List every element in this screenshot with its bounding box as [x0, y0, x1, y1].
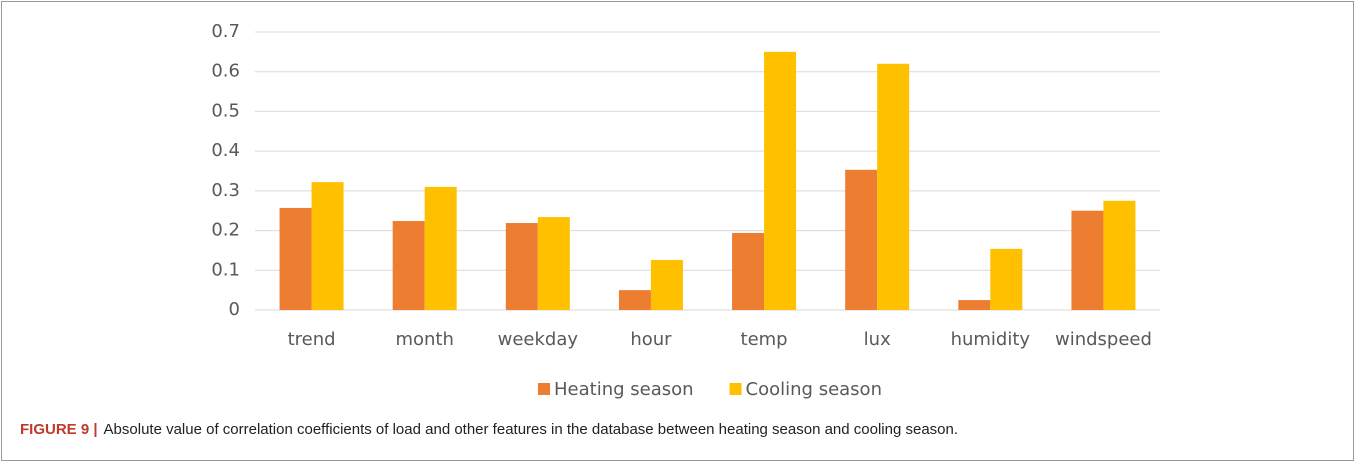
bar: [537, 217, 570, 310]
legend-label: Cooling season: [746, 379, 882, 400]
bar: [618, 290, 651, 310]
legend-label: Heating season: [554, 379, 694, 400]
legend-swatch: [538, 383, 550, 395]
bar: [311, 182, 344, 310]
x-tick-label: trend: [288, 329, 336, 350]
bar: [279, 207, 312, 310]
y-tick-label: 0.1: [211, 259, 240, 280]
y-tick-label: 0.3: [211, 180, 240, 201]
bar: [1103, 200, 1136, 310]
bar: [1071, 210, 1104, 310]
x-tick-label: humidity: [951, 329, 1031, 350]
caption-label: FIGURE 9 |: [20, 421, 98, 438]
y-tick-label: 0.4: [211, 140, 240, 161]
x-tick-label: weekday: [498, 329, 579, 350]
bar: [732, 232, 765, 310]
x-tick-label: temp: [741, 329, 788, 350]
bar: [392, 221, 425, 310]
bar: [958, 300, 991, 310]
bar: [990, 248, 1023, 310]
caption: FIGURE 9 | Absolute value of correlation …: [20, 421, 958, 438]
y-tick-label: 0: [229, 299, 240, 320]
bar: [505, 223, 538, 310]
x-tick-label: month: [395, 329, 453, 350]
bar: [650, 259, 683, 310]
y-tick-label: 0.6: [211, 61, 240, 82]
caption-text: Absolute value of correlation coefficien…: [104, 421, 958, 438]
bar: [845, 169, 878, 310]
y-tick-label: 0.5: [211, 100, 240, 121]
x-tick-label: windspeed: [1055, 329, 1152, 350]
y-tick-label: 0.2: [211, 220, 240, 241]
legend-swatch: [729, 383, 742, 395]
y-tick-label: 0.7: [211, 21, 240, 42]
x-tick-label: hour: [630, 329, 672, 350]
x-tick-label: lux: [864, 329, 891, 350]
bar: [424, 186, 457, 310]
bar: [877, 63, 910, 311]
bar: [764, 51, 797, 310]
